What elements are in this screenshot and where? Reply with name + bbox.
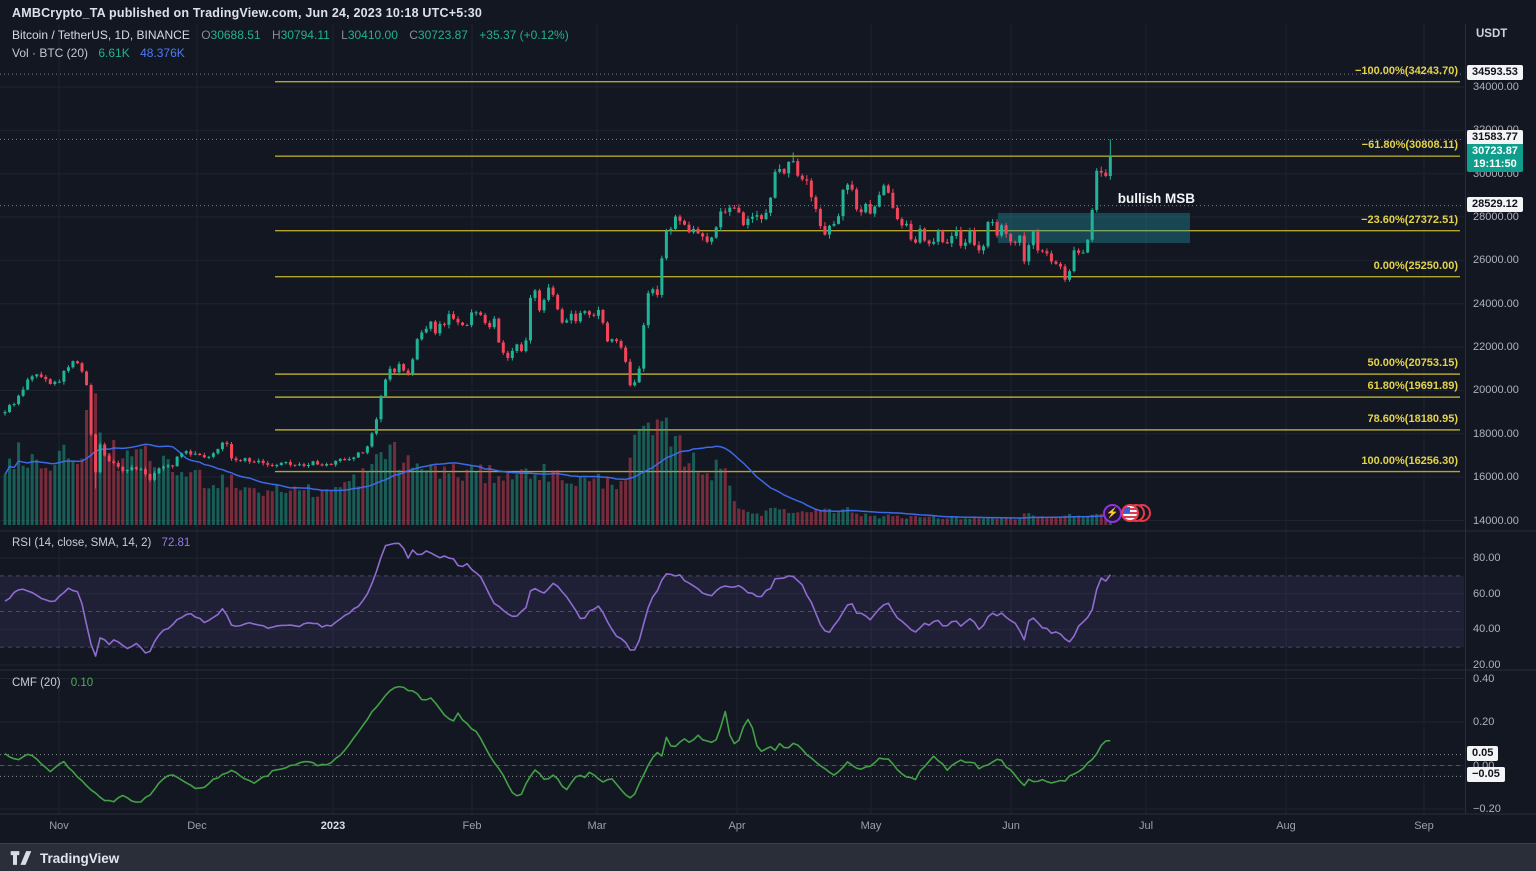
time-axis-label: Jun — [1002, 820, 1020, 832]
lightning-event-icon[interactable]: ⚡ — [1103, 504, 1122, 523]
fib-level-label: −100.00%(34243.70) — [1354, 64, 1458, 77]
fib-level-label: −23.60%(27372.51) — [1361, 213, 1458, 226]
axis-tick-label: 26000.00 — [1473, 254, 1519, 267]
fib-level-label: −61.80%(30808.11) — [1361, 139, 1458, 152]
axis-tick-label: 80.00 — [1473, 552, 1501, 564]
open-value: 30688.51 — [210, 28, 261, 42]
axis-tick-label: 60.00 — [1473, 587, 1501, 600]
msb-annotation: bullish MSB — [1117, 191, 1195, 206]
axis-tick-label: 34000.00 — [1473, 81, 1519, 93]
symbol-legend: Bitcoin / TetherUS, 1D, BINANCE O30688.5… — [12, 28, 569, 42]
cmf-value: 0.10 — [70, 677, 94, 689]
published-header: AMBCrypto_TA published on TradingView.co… — [12, 6, 483, 20]
time-axis-label: Sep — [1414, 820, 1434, 832]
us-flag-event-icon[interactable] — [1121, 504, 1155, 523]
axis-tick-label: 16000.00 — [1473, 471, 1519, 484]
volume-label: Vol · BTC (20) — [12, 46, 89, 60]
change-value: +35.37 (+0.12%) — [479, 28, 569, 42]
axis-tick-label: 0.40 — [1473, 672, 1495, 685]
price-tag-structure: 28529.12 — [1467, 196, 1523, 212]
symbol-name[interactable]: Bitcoin / TetherUS, 1D, BINANCE — [12, 28, 190, 42]
time-axis-label: May — [860, 820, 882, 832]
rsi-value: 72.81 — [161, 537, 191, 549]
time-axis-label: Mar — [587, 820, 607, 832]
axis-tick-label: 0.20 — [1473, 716, 1495, 728]
fib-level-label: 78.60%(18180.95) — [1367, 412, 1458, 425]
price-tag-upper: 34593.53 — [1467, 65, 1523, 81]
axis-tick-label: 40.00 — [1473, 623, 1501, 636]
cmf-tag-upper: 0.05 — [1467, 745, 1499, 761]
us-flag-icon — [1121, 504, 1139, 522]
time-axis-label: Apr — [728, 820, 746, 832]
axis-tick-label: 24000.00 — [1473, 297, 1519, 310]
last-price-label: 30723.87 19:11:50 — [1467, 144, 1523, 172]
fib-level-label: 61.80%(19691.89) — [1367, 380, 1458, 393]
fib-level-label: 50.00%(20753.15) — [1367, 357, 1458, 370]
tradingview-brand[interactable]: TradingView — [40, 850, 120, 866]
low-label: L — [341, 28, 348, 42]
last-price-value: 30723.87 — [1472, 145, 1518, 157]
time-axis-label: Nov — [49, 820, 69, 832]
axis-tick-label: 14000.00 — [1473, 514, 1519, 527]
time-axis-label: Jul — [1138, 820, 1154, 832]
axis-tick-label: 22000.00 — [1473, 341, 1519, 354]
quote-currency-label: USDT — [1476, 28, 1508, 40]
axis-tick-label: −0.20 — [1473, 803, 1501, 815]
volume-ma-value: 48.376K — [140, 46, 185, 60]
fib-level-label: 100.00%(16256.30) — [1361, 454, 1458, 467]
close-label: C — [409, 28, 418, 42]
bar-countdown: 19:11:50 — [1473, 158, 1517, 170]
rsi-title: RSI (14, close, SMA, 14, 2) — [12, 537, 152, 549]
low-value: 30410.00 — [347, 28, 398, 42]
cmf-tag-lower: −0.05 — [1467, 767, 1505, 783]
rsi-legend: RSI (14, close, SMA, 14, 2) 72.81 — [12, 537, 190, 549]
axis-tick-label: 28000.00 — [1473, 211, 1519, 224]
open-label: O — [201, 28, 211, 42]
cmf-title: CMF (20) — [12, 677, 61, 689]
axis-tick-label: 18000.00 — [1473, 427, 1519, 440]
price-tag-recent-high: 31583.77 — [1467, 130, 1523, 146]
high-value: 30794.11 — [280, 28, 330, 42]
cmf-legend: CMF (20) 0.10 — [12, 677, 93, 689]
tradingview-logo-icon[interactable] — [10, 850, 32, 866]
axis-tick-label: 20000.00 — [1473, 384, 1519, 397]
time-axis-label: Feb — [462, 820, 482, 832]
time-axis-label: Aug — [1276, 820, 1296, 832]
time-axis[interactable]: Nov Dec 2023 Feb Mar Apr May Jun Jul Aug Sep — [0, 815, 1464, 841]
volume-value: 6.61K — [98, 46, 130, 60]
footer-bar: TradingView — [0, 843, 1536, 871]
volume-legend: Vol · BTC (20) 6.61K 48.376K — [12, 46, 185, 60]
fib-level-label: 0.00%(25250.00) — [1373, 259, 1458, 272]
axis-tick-label: 20.00 — [1473, 658, 1501, 671]
close-value: 30723.87 — [417, 28, 468, 42]
time-axis-label: Dec — [187, 820, 207, 832]
time-axis-label: 2023 — [320, 820, 346, 832]
high-label: H — [271, 28, 281, 42]
